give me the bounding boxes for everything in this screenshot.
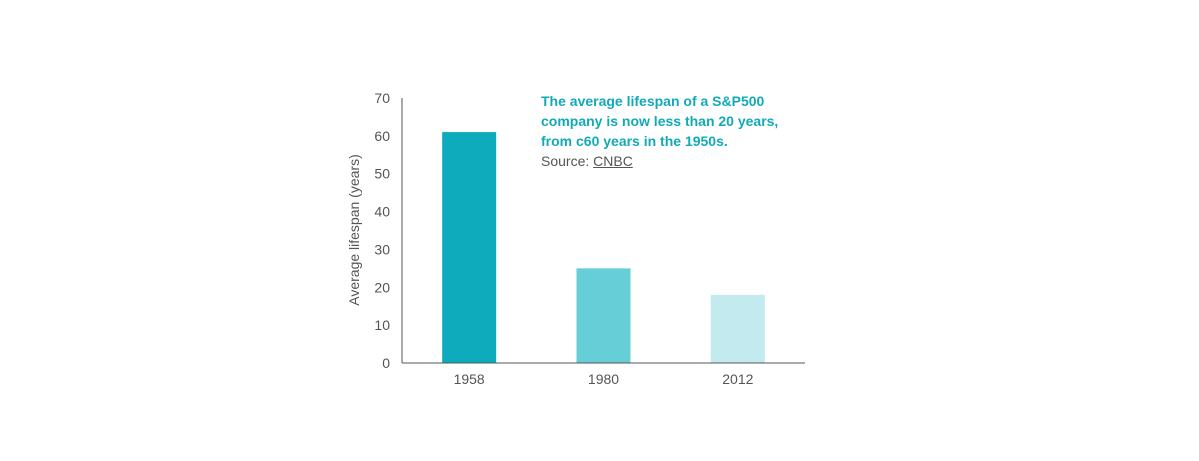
x-tick-label: 2012 — [722, 371, 753, 387]
y-tick-label: 50 — [374, 166, 390, 182]
y-tick-label: 20 — [374, 279, 390, 295]
y-axis-title: Average lifespan (years) — [346, 154, 362, 305]
source-note: Source: CNBC — [541, 151, 633, 171]
x-tick-label: 1980 — [588, 371, 619, 387]
y-tick-label: 60 — [374, 128, 390, 144]
y-tick-label: 70 — [374, 90, 390, 106]
annotation-line: company is now less than 20 years, — [541, 113, 779, 129]
source-prefix: Source: — [541, 153, 594, 169]
y-tick-label: 40 — [374, 204, 390, 220]
bars — [442, 132, 765, 363]
x-tick-label: 1958 — [454, 371, 485, 387]
annotation-line: from c60 years in the 1950s. — [541, 133, 728, 149]
x-axis-labels: 1958 1980 2012 — [454, 371, 754, 387]
bar-1980 — [576, 268, 631, 363]
annotation-line: The average lifespan of a S&P500 — [541, 93, 765, 109]
bar-1958 — [442, 132, 497, 363]
y-tick-label: 10 — [374, 317, 390, 333]
source-link-cnbc[interactable]: CNBC — [593, 153, 633, 169]
y-axis-ticks: 0 10 20 30 40 50 60 70 — [374, 90, 390, 371]
chart-annotation: The average lifespan of a S&P500 company… — [541, 91, 821, 151]
y-tick-label: 30 — [374, 241, 390, 257]
y-tick-label: 0 — [382, 355, 390, 371]
bar-2012 — [710, 294, 765, 363]
